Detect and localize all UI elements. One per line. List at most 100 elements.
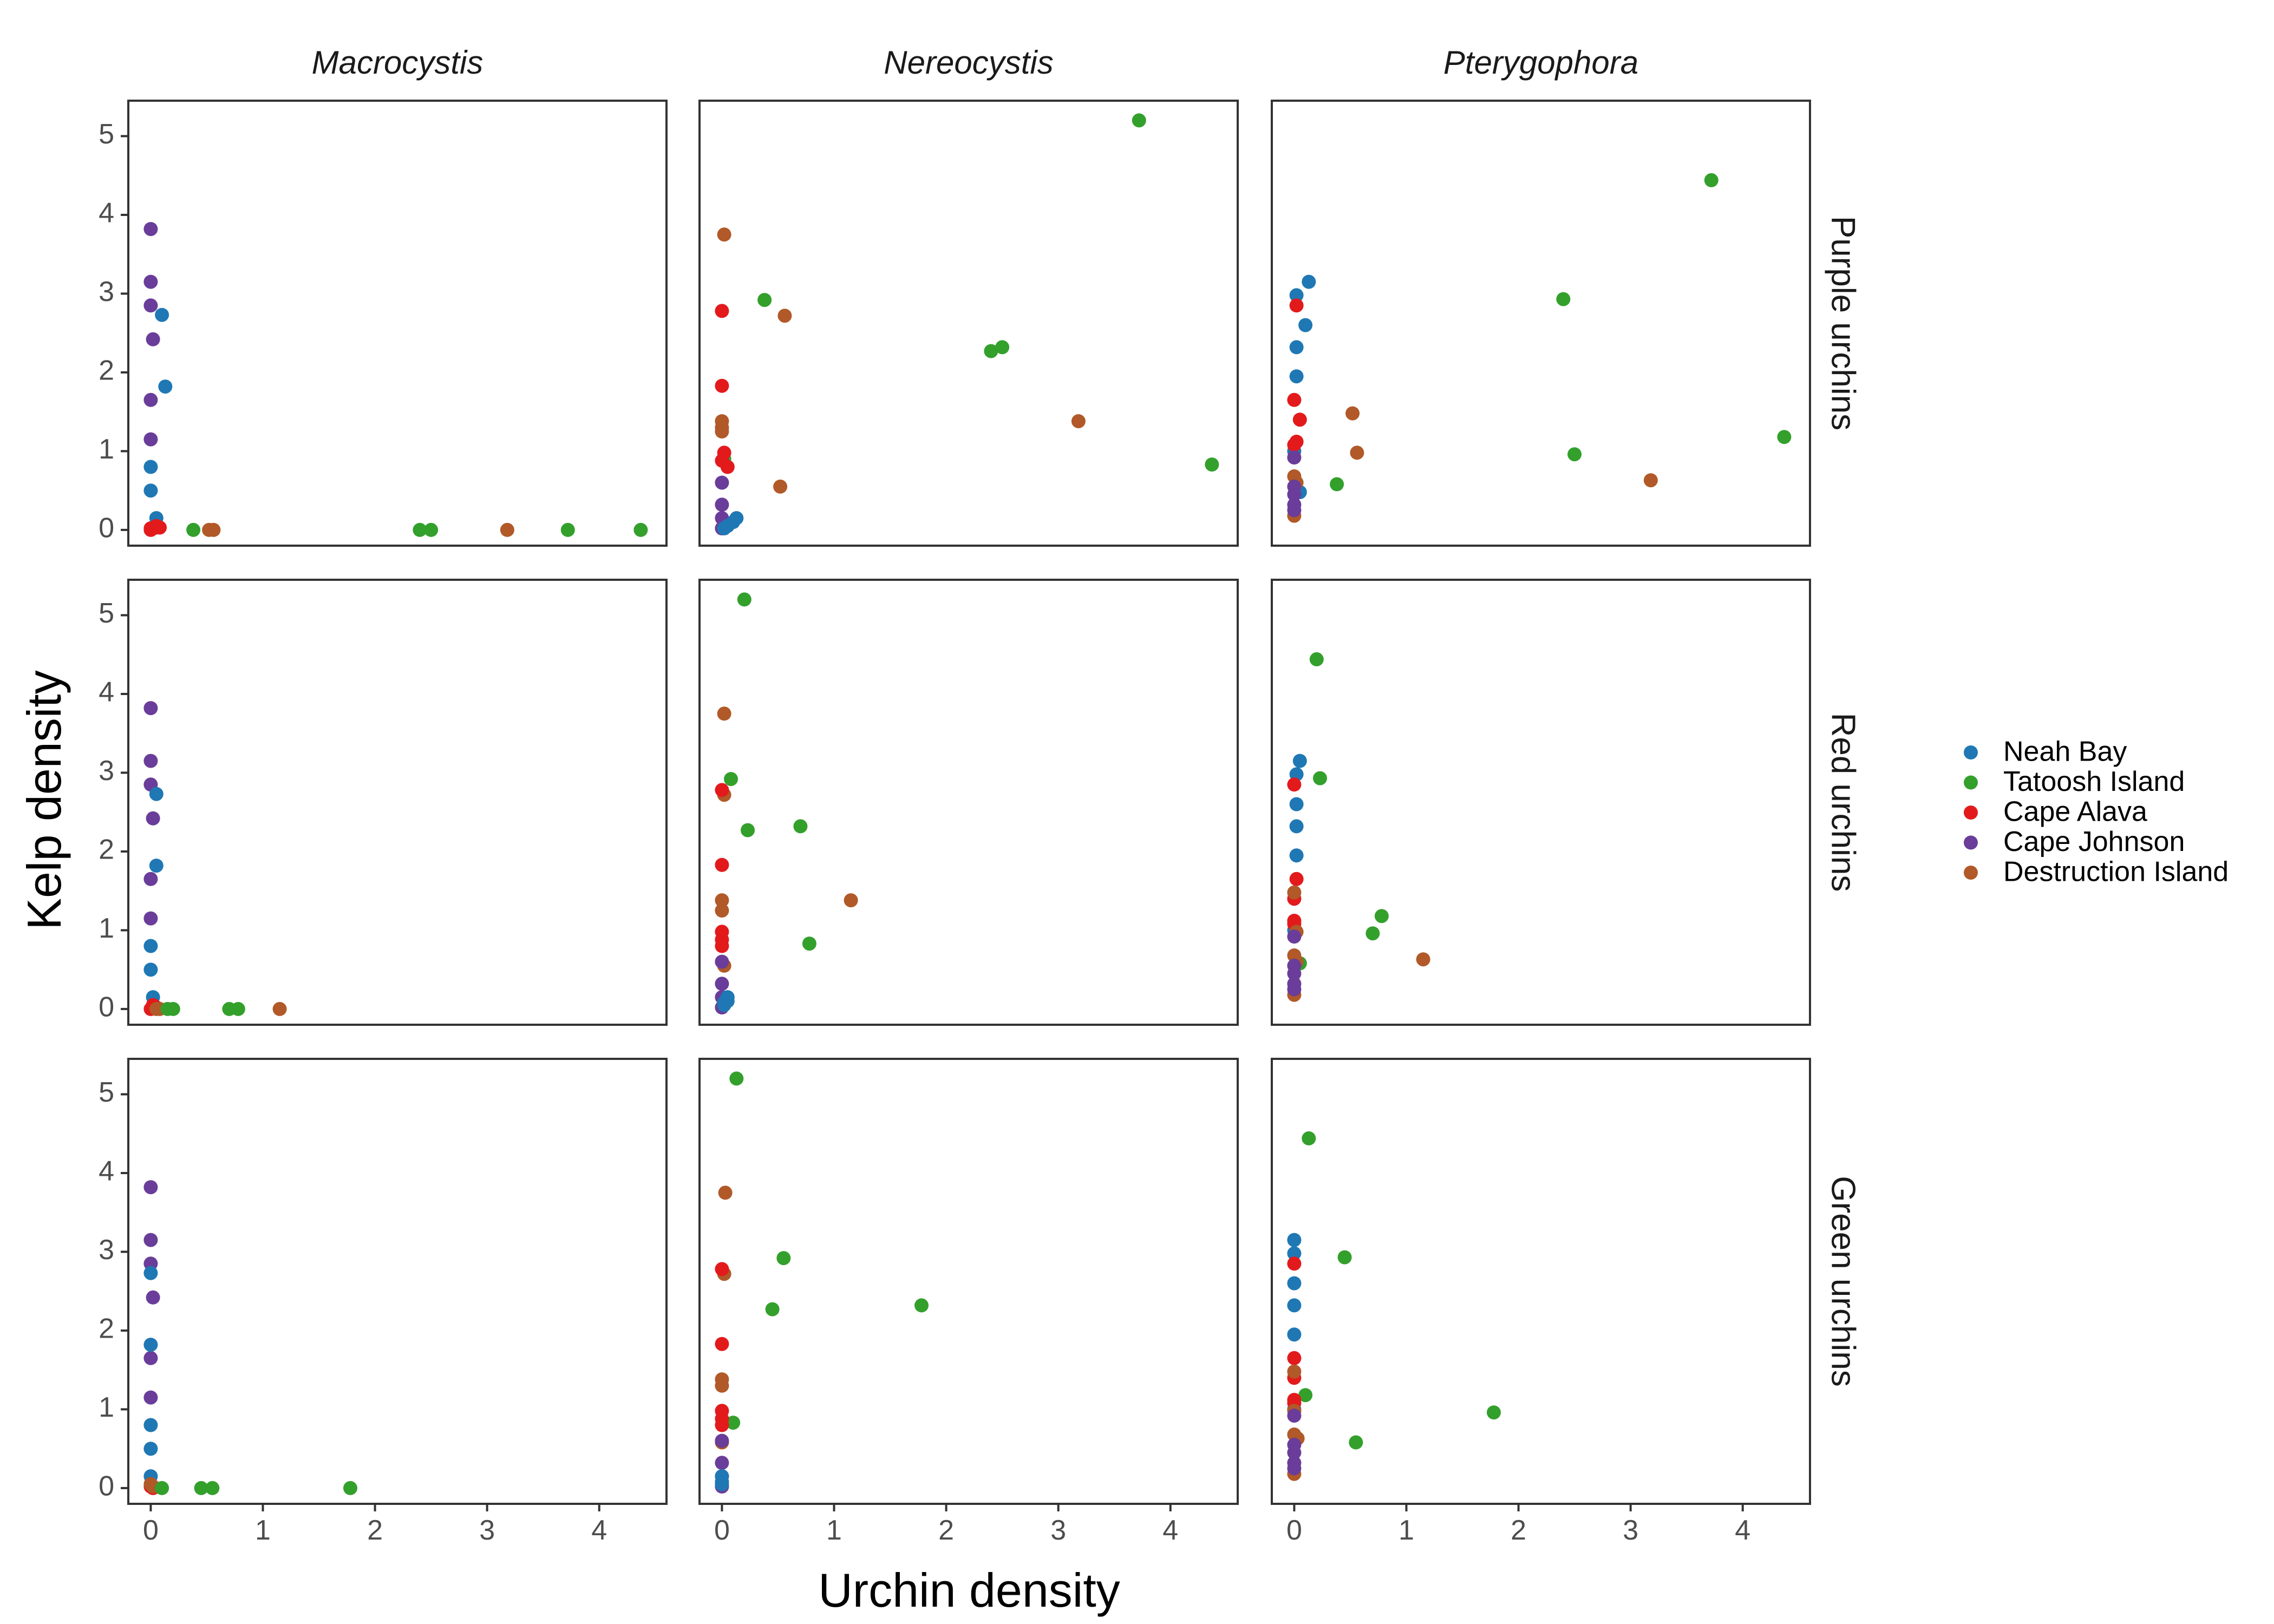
x-tick-label: 0 [714, 1515, 730, 1546]
x-tick-label: 3 [1623, 1515, 1638, 1546]
data-point [146, 332, 160, 346]
panel-border [127, 579, 668, 1026]
data-point [1330, 477, 1344, 492]
legend-label: Cape Johnson [2003, 826, 2185, 857]
data-point [1289, 872, 1304, 886]
data-point [1287, 1298, 1302, 1313]
panel [698, 579, 1239, 1026]
data-point [1287, 1256, 1302, 1271]
data-point [1287, 1276, 1302, 1291]
data-point [1287, 982, 1302, 997]
data-point [717, 998, 731, 1012]
panel [1271, 1058, 1811, 1505]
panel [127, 579, 668, 1026]
data-point [143, 222, 158, 237]
data-point [424, 522, 439, 537]
data-point [1287, 1233, 1302, 1247]
data-point [715, 783, 729, 797]
data-point [155, 307, 169, 322]
x-axis-title: Urchin density [818, 1563, 1120, 1617]
data-point [143, 701, 158, 716]
data-point [715, 857, 729, 872]
y-tick-label: 3 [99, 276, 114, 307]
data-point [1287, 1246, 1302, 1261]
data-point [149, 859, 164, 873]
data-point [995, 340, 1010, 355]
y-tick-label: 5 [99, 1077, 114, 1108]
data-point [741, 823, 755, 837]
data-point [500, 522, 514, 537]
data-point [143, 298, 158, 313]
data-point [1287, 885, 1302, 900]
panel-border [698, 579, 1239, 1026]
data-point [194, 1481, 208, 1495]
data-point [158, 379, 173, 394]
y-axis-title: Kelp density [17, 670, 71, 929]
data-point [1313, 771, 1327, 785]
data-point [715, 1433, 729, 1448]
data-point [776, 1251, 791, 1266]
data-point [143, 1338, 158, 1352]
panel [1271, 100, 1811, 547]
data-point [720, 460, 735, 474]
column-strip-label: Macrocystis [312, 44, 483, 81]
y-tick-label: 3 [99, 1234, 114, 1266]
data-point [1350, 446, 1364, 460]
data-point [715, 977, 729, 991]
legend-label: Destruction Island [2003, 856, 2229, 888]
data-point [155, 1481, 169, 1495]
legend-label: Neah Bay [2003, 736, 2127, 768]
data-point [143, 432, 158, 447]
legend-swatch [1964, 866, 1978, 880]
data-point [715, 475, 729, 490]
y-tick-label: 0 [99, 992, 114, 1023]
data-point [717, 706, 731, 721]
panel-border [698, 1058, 1239, 1505]
data-point [1374, 909, 1389, 924]
panel [1271, 579, 1811, 1026]
data-point [1287, 1327, 1302, 1342]
row-strip-label: Red urchins [1825, 713, 1862, 892]
data-point [1289, 848, 1304, 863]
data-point [1287, 487, 1302, 502]
data-point [1777, 430, 1792, 444]
data-point [737, 592, 752, 607]
data-point [166, 1001, 180, 1016]
data-point [1289, 340, 1304, 355]
data-point [143, 1233, 158, 1247]
data-point [343, 1481, 357, 1495]
y-tick-label: 2 [99, 1313, 114, 1345]
legend-swatch [1964, 745, 1978, 759]
data-point [143, 754, 158, 768]
data-point [1643, 473, 1658, 488]
y-tick-label: 4 [99, 1156, 114, 1187]
data-point [1567, 447, 1582, 462]
legend-label: Tatoosh Island [2003, 766, 2185, 797]
x-tick-label: 2 [938, 1515, 954, 1546]
data-point [1416, 952, 1430, 967]
data-point [231, 1001, 245, 1016]
x-tick-label: 4 [1162, 1515, 1178, 1546]
y-tick-label: 2 [99, 355, 114, 387]
data-point [715, 304, 729, 318]
x-tick-label: 3 [479, 1515, 495, 1546]
data-point [715, 378, 729, 393]
data-point [1292, 412, 1307, 427]
data-point [773, 479, 788, 494]
y-tick-label: 1 [99, 913, 114, 944]
panel-border [127, 100, 668, 547]
data-point [1287, 1409, 1302, 1423]
panel [127, 1058, 668, 1505]
data-point [1132, 113, 1146, 128]
data-point [793, 819, 808, 834]
data-point [143, 1390, 158, 1405]
panel-border [1271, 1058, 1811, 1505]
data-point [1292, 754, 1307, 768]
y-tick-label: 0 [99, 1471, 114, 1502]
y-tick-label: 3 [99, 755, 114, 787]
data-point [1287, 929, 1302, 944]
column-strip-label: Nereocystis [884, 44, 1053, 81]
data-point [143, 911, 158, 926]
data-point [143, 872, 158, 886]
